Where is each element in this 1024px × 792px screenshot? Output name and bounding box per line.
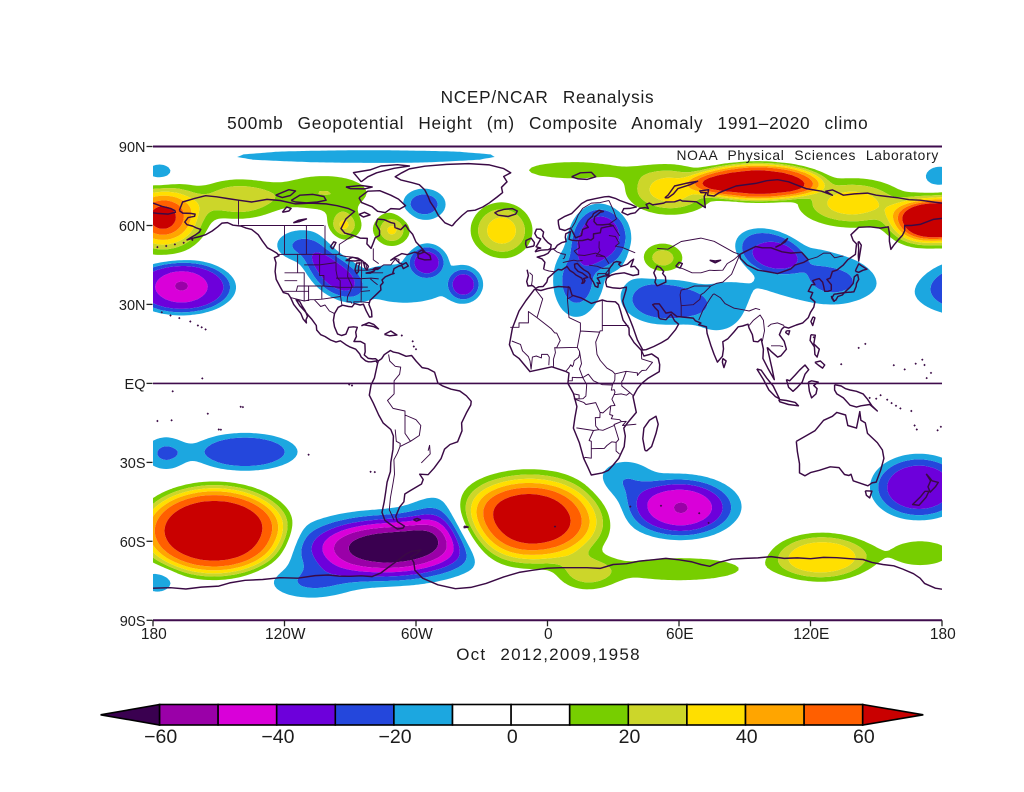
svg-text:120W: 120W (265, 626, 306, 643)
svg-text:60E: 60E (666, 626, 694, 643)
svg-text:0: 0 (544, 626, 553, 643)
svg-text:NOAA Physical Sciences Laborat: NOAA Physical Sciences Laboratory (676, 148, 939, 163)
svg-text:90S: 90S (120, 614, 146, 630)
svg-text:−40: −40 (261, 726, 294, 748)
svg-text:NCEP/NCAR Reanalysis: NCEP/NCAR Reanalysis (441, 87, 655, 107)
svg-text:60W: 60W (401, 626, 433, 643)
svg-text:180: 180 (141, 626, 167, 643)
svg-text:−20: −20 (379, 726, 412, 748)
svg-text:90N: 90N (119, 140, 146, 156)
svg-text:60N: 60N (119, 219, 146, 235)
svg-text:500mb Geopotential Height (m): 500mb Geopotential Height (m) Composite … (227, 113, 868, 133)
svg-text:−60: −60 (144, 726, 177, 748)
svg-text:0: 0 (507, 726, 518, 748)
svg-text:20: 20 (619, 726, 641, 748)
svg-text:Oct 2012,2009,1958: Oct 2012,2009,1958 (456, 645, 641, 664)
svg-text:120E: 120E (793, 626, 829, 643)
svg-text:40: 40 (736, 726, 758, 748)
svg-text:30S: 30S (120, 456, 146, 472)
svg-text:EQ: EQ (125, 377, 146, 393)
svg-text:180: 180 (930, 626, 956, 643)
svg-text:30N: 30N (119, 298, 146, 314)
svg-text:60S: 60S (120, 535, 146, 551)
svg-text:60: 60 (853, 726, 875, 748)
